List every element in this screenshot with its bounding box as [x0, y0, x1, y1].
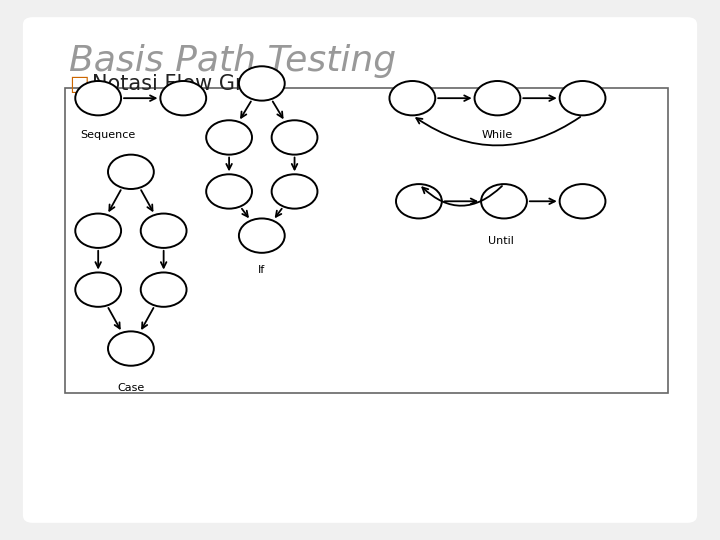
Circle shape [239, 219, 284, 253]
Circle shape [108, 332, 154, 366]
Circle shape [271, 174, 318, 208]
Circle shape [76, 213, 121, 248]
Circle shape [390, 81, 436, 116]
Circle shape [239, 66, 284, 100]
Circle shape [161, 81, 206, 116]
Text: Case: Case [117, 383, 145, 393]
Text: Until: Until [487, 235, 513, 246]
Circle shape [396, 184, 442, 219]
Circle shape [140, 213, 186, 248]
Circle shape [206, 174, 252, 208]
FancyBboxPatch shape [66, 89, 667, 393]
Text: Basis Path Testing: Basis Path Testing [68, 44, 396, 78]
Circle shape [559, 81, 606, 116]
Text: If: If [258, 265, 266, 275]
Circle shape [481, 184, 527, 219]
Circle shape [140, 273, 186, 307]
FancyBboxPatch shape [23, 17, 697, 523]
Circle shape [76, 273, 121, 307]
Text: Sequence: Sequence [81, 130, 135, 140]
Text: □: □ [68, 73, 89, 93]
Circle shape [559, 184, 606, 219]
Circle shape [206, 120, 252, 154]
Text: While: While [482, 130, 513, 140]
Circle shape [76, 81, 121, 116]
Circle shape [474, 81, 521, 116]
Text: Notasi Flow Graph: Notasi Flow Graph [91, 73, 282, 93]
Circle shape [271, 120, 318, 154]
Circle shape [108, 154, 154, 189]
